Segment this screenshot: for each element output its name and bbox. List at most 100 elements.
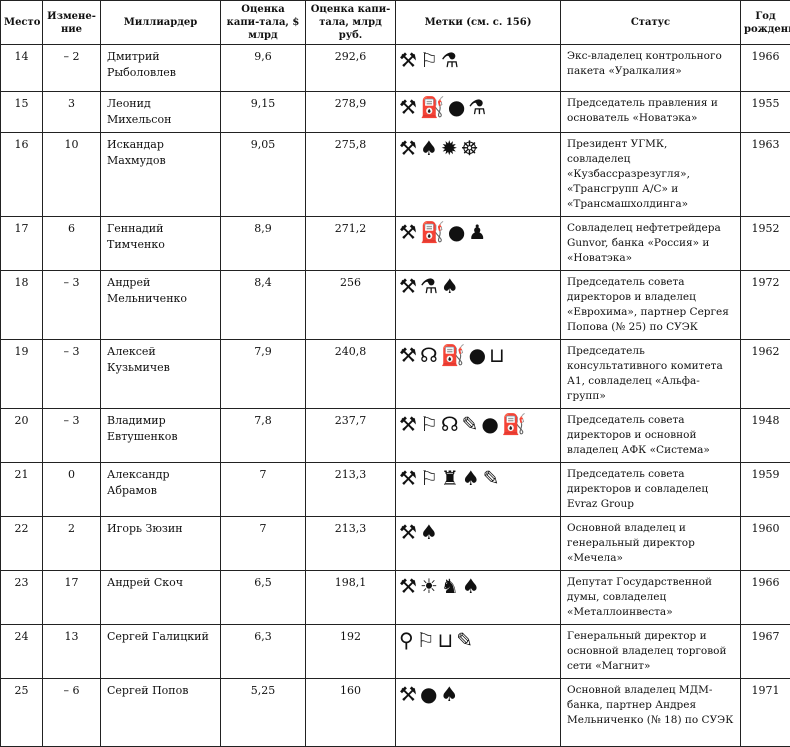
- fuel-pump-icon: ⛽: [441, 343, 466, 367]
- trowel-icon: ✎: [483, 466, 500, 490]
- hammer-icon: ⚒: [399, 412, 417, 436]
- rank-cell: 17: [1, 217, 43, 271]
- sack-icon: ●: [469, 343, 486, 367]
- cart-icon: ⊔: [438, 628, 454, 652]
- change-cell: 0: [43, 463, 101, 517]
- rub-cell: 275,8: [306, 133, 396, 217]
- hammer-icon: ⚒: [399, 682, 417, 706]
- status-cell: Совладелец нефтетрейдера Gunvor, банка «…: [561, 217, 741, 271]
- rub-cell: 292,6: [306, 45, 396, 92]
- hammer-icon: ⚒: [399, 343, 417, 367]
- marks-cell: ⚒⚐♜♠✎: [396, 463, 561, 517]
- bear-icon: ♞: [441, 574, 459, 598]
- rank-cell: 16: [1, 133, 43, 217]
- rank-cell: 25: [1, 679, 43, 747]
- rub-cell: 213,3: [306, 463, 396, 517]
- change-cell: 13: [43, 625, 101, 679]
- rank-cell: 22: [1, 517, 43, 571]
- marks-cell: ⚒⚗♠: [396, 271, 561, 340]
- rub-cell: 237,7: [306, 409, 396, 463]
- header-change: Измене-ние: [43, 1, 101, 45]
- year-cell: 1967: [741, 625, 790, 679]
- trowel-icon: ✎: [462, 412, 479, 436]
- hammer-icon: ⚒: [399, 574, 417, 598]
- usd-cell: 9,15: [221, 92, 306, 133]
- marks-cell: ⚒●♠: [396, 679, 561, 747]
- year-cell: 1959: [741, 463, 790, 517]
- usd-cell: 5,25: [221, 679, 306, 747]
- rank-cell: 14: [1, 45, 43, 92]
- change-cell: 10: [43, 133, 101, 217]
- year-cell: 1963: [741, 133, 790, 217]
- hammer-icon: ⚒: [399, 520, 417, 544]
- saw-blade-icon: ✹: [441, 136, 458, 160]
- sack-icon: ●: [481, 412, 498, 436]
- usd-cell: 8,9: [221, 217, 306, 271]
- flask-icon: ⚗: [468, 95, 486, 119]
- flask-icon: ⚗: [420, 274, 438, 298]
- name-cell: Алексей Кузьмичев: [101, 340, 221, 409]
- name-cell: Геннадий Тимченко: [101, 217, 221, 271]
- rank-cell: 15: [1, 92, 43, 133]
- marks-cell: ⚲⚐⊔✎: [396, 625, 561, 679]
- rub-cell: 271,2: [306, 217, 396, 271]
- usd-cell: 6,5: [221, 571, 306, 625]
- drop-icon: ♠: [440, 682, 458, 706]
- header-year: Год рождения: [741, 1, 790, 45]
- fuel-pump-icon: ⛽: [502, 412, 527, 436]
- marks-cell: ⚒⛽●♟: [396, 217, 561, 271]
- drop-icon: ♠: [420, 520, 438, 544]
- rank-cell: 19: [1, 340, 43, 409]
- status-cell: Экс-владелец контрольного пакета «Уралка…: [561, 45, 741, 92]
- status-cell: Председатель совета директоров и совладе…: [561, 463, 741, 517]
- change-cell: – 3: [43, 340, 101, 409]
- drop-icon: ♠: [462, 574, 480, 598]
- year-cell: 1948: [741, 409, 790, 463]
- usd-cell: 7,8: [221, 409, 306, 463]
- drop-icon: ♠: [420, 136, 438, 160]
- change-cell: – 2: [43, 45, 101, 92]
- change-cell: 17: [43, 571, 101, 625]
- header-status: Статус: [561, 1, 741, 45]
- year-cell: 1955: [741, 92, 790, 133]
- hammer-icon: ⚒: [399, 466, 417, 490]
- rub-cell: 240,8: [306, 340, 396, 409]
- usd-cell: 9,05: [221, 133, 306, 217]
- hammer-icon: ⚒: [399, 274, 417, 298]
- drop-icon: ♠: [441, 274, 459, 298]
- rub-cell: 192: [306, 625, 396, 679]
- name-cell: Искандар Махмудов: [101, 133, 221, 217]
- name-cell: Андрей Мельниченко: [101, 271, 221, 340]
- rub-cell: 213,3: [306, 517, 396, 571]
- status-cell: Депутат Государственной думы, совладелец…: [561, 571, 741, 625]
- marks-cell: ⚒♠✹☸: [396, 133, 561, 217]
- marks-cell: ⚒⚐⚗: [396, 45, 561, 92]
- status-cell: Председатель совета директоров и владеле…: [561, 271, 741, 340]
- change-cell: – 3: [43, 271, 101, 340]
- name-cell: Сергей Попов: [101, 679, 221, 747]
- usd-cell: 7: [221, 463, 306, 517]
- year-cell: 1966: [741, 571, 790, 625]
- change-cell: 2: [43, 517, 101, 571]
- rub-cell: 256: [306, 271, 396, 340]
- rub-cell: 278,9: [306, 92, 396, 133]
- rank-cell: 18: [1, 271, 43, 340]
- marks-cell: ⚒⚐☊✎●⛽: [396, 409, 561, 463]
- fuel-pump-icon: ⛽: [420, 95, 445, 119]
- header-marks: Метки (см. с. 156): [396, 1, 561, 45]
- hammer-icon: ⚒: [399, 48, 417, 72]
- marks-cell: ⚒☊⛽●⊔: [396, 340, 561, 409]
- cart-icon: ⊔: [489, 343, 505, 367]
- year-cell: 1952: [741, 217, 790, 271]
- year-cell: 1962: [741, 340, 790, 409]
- usd-cell: 6,3: [221, 625, 306, 679]
- name-cell: Андрей Скоч: [101, 571, 221, 625]
